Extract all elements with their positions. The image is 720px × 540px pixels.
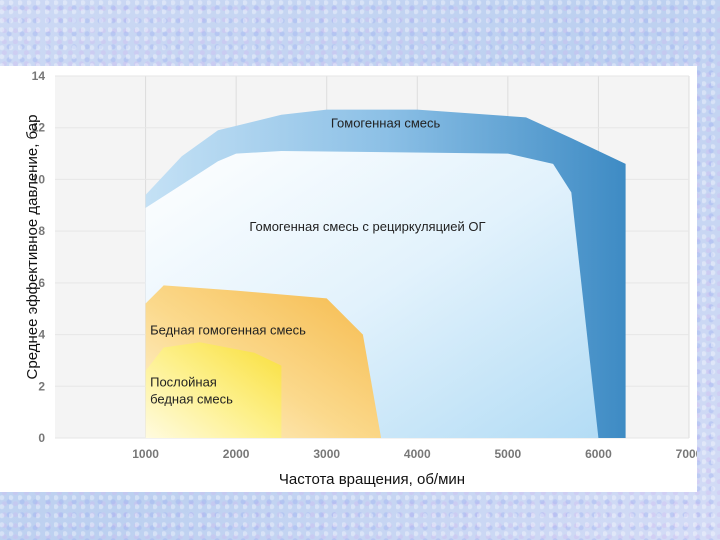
y-tick-label: 4 (38, 328, 45, 342)
label-homogeneous: Гомогенная смесь (331, 116, 441, 131)
y-tick-label: 2 (38, 379, 45, 393)
y-axis-title: Среднее эффективное давление, бар (24, 114, 41, 380)
region-stratified-lean (145, 342, 282, 438)
regions (145, 109, 626, 438)
x-tick-label: 4000 (404, 447, 431, 461)
y-tick-label: 0 (38, 431, 45, 445)
x-tick-label: 7000 (676, 447, 697, 461)
x-axis-title: Частота вращения, об/мин (279, 471, 465, 488)
x-tick-label: 2000 (223, 447, 250, 461)
x-tick-label: 1000 (132, 447, 159, 461)
y-tick-label: 8 (38, 224, 45, 238)
y-tick-label: 6 (38, 276, 45, 290)
x-tick-label: 6000 (585, 447, 612, 461)
y-tick-label: 12 (32, 121, 46, 135)
slide-panel: Гомогенная смесь Гомогенная смесь с рецир… (0, 66, 697, 492)
x-tick-labels: 1000 2000 3000 4000 5000 6000 7000 (132, 447, 697, 461)
y-tick-label: 10 (32, 172, 46, 186)
x-tick-label: 3000 (313, 447, 340, 461)
region-labels: Гомогенная смесь Гомогенная смесь с рецир… (150, 116, 485, 407)
x-tick-label: 5000 (495, 447, 522, 461)
engine-load-chart: Гомогенная смесь Гомогенная смесь с рецир… (32, 69, 697, 488)
label-stratified-lean: Послойная бедная смесь (150, 374, 233, 406)
y-tick-label: 14 (32, 69, 46, 83)
y-tick-labels: 0 2 4 6 8 10 12 14 (32, 69, 46, 445)
label-homogeneous-egr: Гомогенная смесь с рециркуляцией ОГ (249, 219, 485, 234)
label-lean-homogeneous: Бедная гомогенная смесь (150, 323, 306, 338)
